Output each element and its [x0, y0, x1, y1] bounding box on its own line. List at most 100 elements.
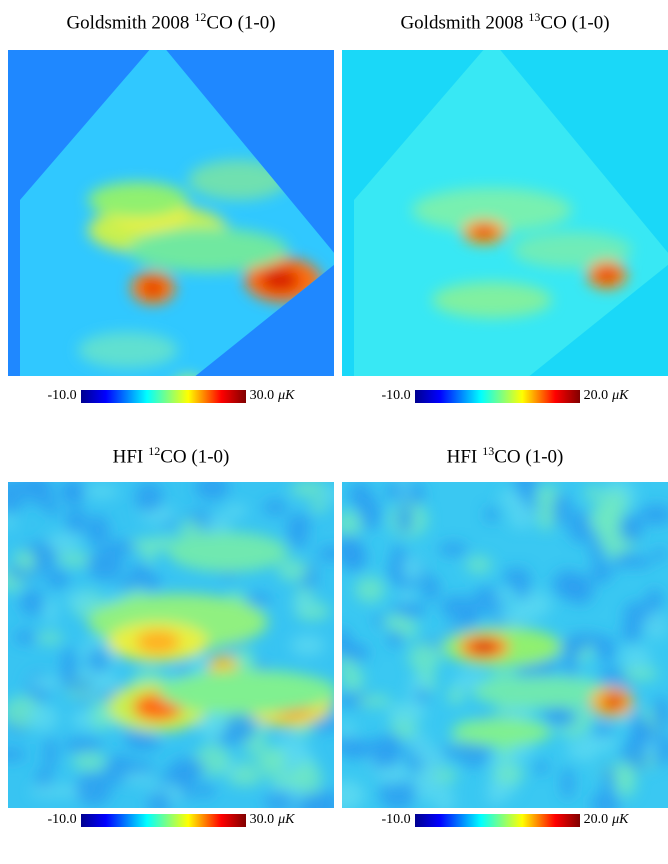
noise: [27, 703, 59, 733]
noise: [652, 696, 668, 732]
noise: [19, 588, 44, 617]
noise: [317, 545, 334, 562]
noise: [287, 519, 309, 549]
map: [342, 482, 668, 808]
noise: [508, 501, 536, 530]
colorbar-min: -10.0: [47, 812, 77, 827]
colorbar-min: -10.0: [381, 812, 411, 827]
map: [8, 50, 334, 376]
map-emission: [342, 482, 668, 808]
emission: [158, 670, 334, 714]
noise: [263, 499, 287, 516]
noise: [376, 765, 411, 785]
noise: [65, 506, 87, 535]
colorbar-max: 30.0: [249, 388, 275, 403]
colorbar-unit: μK: [612, 812, 629, 827]
emission: [412, 188, 572, 232]
noise: [18, 551, 36, 572]
noise: [26, 482, 55, 506]
noise: [387, 629, 404, 648]
noise: [95, 672, 120, 693]
colorbar-gradient: [414, 813, 580, 827]
noise: [36, 631, 64, 645]
noise: [645, 588, 664, 613]
noise: [354, 576, 386, 603]
map: [342, 50, 668, 376]
noise: [87, 548, 124, 582]
emission: [604, 694, 624, 710]
panel: HFI 12CO (1-0) -10.0 30.0 μK: [8, 440, 334, 864]
noise: [8, 747, 27, 761]
noise: [205, 712, 218, 745]
noise: [44, 501, 60, 516]
noise: [414, 688, 430, 704]
noise: [83, 483, 120, 499]
noise: [447, 686, 465, 705]
molecule: CO (1-0): [206, 12, 276, 34]
noise: [45, 569, 70, 589]
emission: [452, 718, 552, 746]
noise: [644, 739, 658, 756]
colorbar-max: 20.0: [583, 388, 609, 403]
noise: [8, 482, 26, 514]
noise: [90, 697, 112, 731]
noise: [142, 537, 157, 565]
isotope: 13: [482, 444, 495, 458]
noise: [411, 767, 440, 801]
noise: [194, 482, 230, 501]
noise: [590, 724, 615, 737]
emission: [128, 228, 288, 272]
colorbar-max: 20.0: [583, 812, 609, 827]
noise: [138, 574, 162, 591]
noise: [565, 574, 595, 605]
noise: [391, 601, 427, 619]
emission: [512, 232, 632, 268]
noise: [653, 547, 667, 562]
noise: [621, 666, 659, 682]
colorbar-min: -10.0: [47, 388, 77, 403]
noise: [533, 760, 549, 774]
title-text: HFI: [112, 446, 144, 468]
emission: [78, 332, 178, 368]
noise: [227, 769, 264, 787]
noise: [135, 482, 163, 513]
noise: [28, 676, 62, 691]
noise: [44, 736, 57, 771]
colorbar-unit: μK: [278, 812, 295, 827]
noise: [126, 736, 162, 750]
isotope: 13: [528, 10, 541, 24]
noise: [255, 746, 287, 777]
noise: [565, 739, 590, 760]
noise: [181, 766, 194, 802]
colorbar: -10.0 20.0 μK: [342, 812, 668, 828]
emission: [136, 630, 180, 654]
noise: [387, 702, 427, 724]
noise: [639, 504, 668, 526]
noise: [244, 593, 273, 606]
noise: [380, 732, 403, 766]
noise: [14, 630, 37, 645]
noise: [342, 782, 361, 808]
noise: [225, 710, 257, 743]
noise: [310, 499, 328, 513]
noise: [602, 763, 616, 795]
title-text: Goldsmith 2008: [400, 12, 524, 34]
emission: [474, 226, 494, 238]
noise: [264, 790, 295, 808]
colorbar-max: 30.0: [249, 812, 275, 827]
noise: [493, 763, 525, 785]
emission: [472, 640, 496, 654]
map-blobs: [412, 188, 632, 318]
noise: [65, 590, 96, 609]
isotope: 12: [194, 10, 207, 24]
noise: [342, 736, 362, 755]
noise: [46, 532, 82, 553]
noise: [619, 644, 652, 670]
panel-title: Goldsmith 2008 13CO (1-0): [342, 10, 668, 34]
figure: Goldsmith 2008 12CO (1-0) -10.0 30.0 μK Golds…: [8, 10, 668, 828]
emission: [88, 182, 188, 218]
emission: [143, 280, 163, 296]
colorbar-gradient: [80, 389, 246, 403]
noise: [277, 559, 309, 582]
noise: [224, 504, 248, 518]
